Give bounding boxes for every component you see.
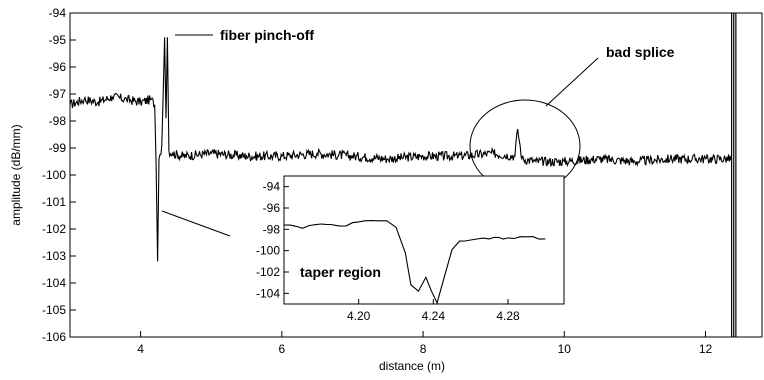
annotation-pinch: fiber pinch-off bbox=[220, 27, 314, 43]
main-y-tick-label: -103 bbox=[42, 249, 66, 263]
inset-series-line-0 bbox=[284, 220, 546, 305]
x-axis-label: distance (m) bbox=[379, 359, 445, 373]
inset-plot-frame bbox=[283, 175, 565, 305]
main-y-tick-label: -96 bbox=[49, 60, 67, 74]
main-y-tick-label: -94 bbox=[49, 6, 67, 20]
inset-y-tick-label: -98 bbox=[263, 222, 281, 236]
annotation-splice: bad splice bbox=[606, 44, 675, 60]
main-y-tick-label: -99 bbox=[49, 141, 67, 155]
main-x-tick-label: 10 bbox=[558, 342, 572, 356]
main-x-tick-label: 4 bbox=[137, 342, 144, 356]
main-y-tick-label: -95 bbox=[49, 33, 67, 47]
main-y-tick-label: -98 bbox=[49, 114, 67, 128]
main-y-tick-label: -102 bbox=[42, 222, 66, 236]
main-series-line-0 bbox=[69, 37, 732, 262]
inset-y-tick-label: -100 bbox=[256, 244, 280, 258]
inset-axes: 4.20 4.24 4.28 -104 -102 -100 -98 -96 -94 bbox=[256, 180, 520, 323]
y-axis-label: amplitude (dB/mm) bbox=[9, 124, 23, 225]
main-y-tick-label: -100 bbox=[42, 168, 66, 182]
inset-x-tick-label: 4.24 bbox=[422, 309, 446, 323]
main-x-tick-label: 6 bbox=[278, 342, 285, 356]
main-y-tick-label: -97 bbox=[49, 87, 67, 101]
inset-x-tick-label: 4.28 bbox=[496, 309, 520, 323]
inset-x-tick-label: 4.20 bbox=[347, 309, 371, 323]
main-y-tick-label: -104 bbox=[42, 276, 66, 290]
main-x-tick-label: 12 bbox=[699, 342, 713, 356]
main-y-tick-label: -106 bbox=[42, 330, 66, 344]
main-y-tick-label: -101 bbox=[42, 195, 66, 209]
main-y-tick-label: -105 bbox=[42, 303, 66, 317]
taper-leader-line bbox=[161, 210, 231, 237]
main-x-tick-label: 8 bbox=[420, 342, 427, 356]
annotation-taper: taper region bbox=[300, 264, 381, 280]
inset-y-tick-label: -104 bbox=[256, 286, 280, 300]
splice-leader-line bbox=[545, 57, 599, 107]
inset-series-group bbox=[284, 220, 546, 305]
main-axes: 4 6 8 10 12 -106 -105 -104 -103 -102 -101 -100 -99 -9… bbox=[42, 6, 713, 356]
inset-y-tick-label: -102 bbox=[256, 265, 280, 279]
inset-y-tick-label: -96 bbox=[263, 201, 281, 215]
main-series-group bbox=[69, 13, 737, 337]
inset-y-tick-label: -94 bbox=[263, 180, 281, 194]
